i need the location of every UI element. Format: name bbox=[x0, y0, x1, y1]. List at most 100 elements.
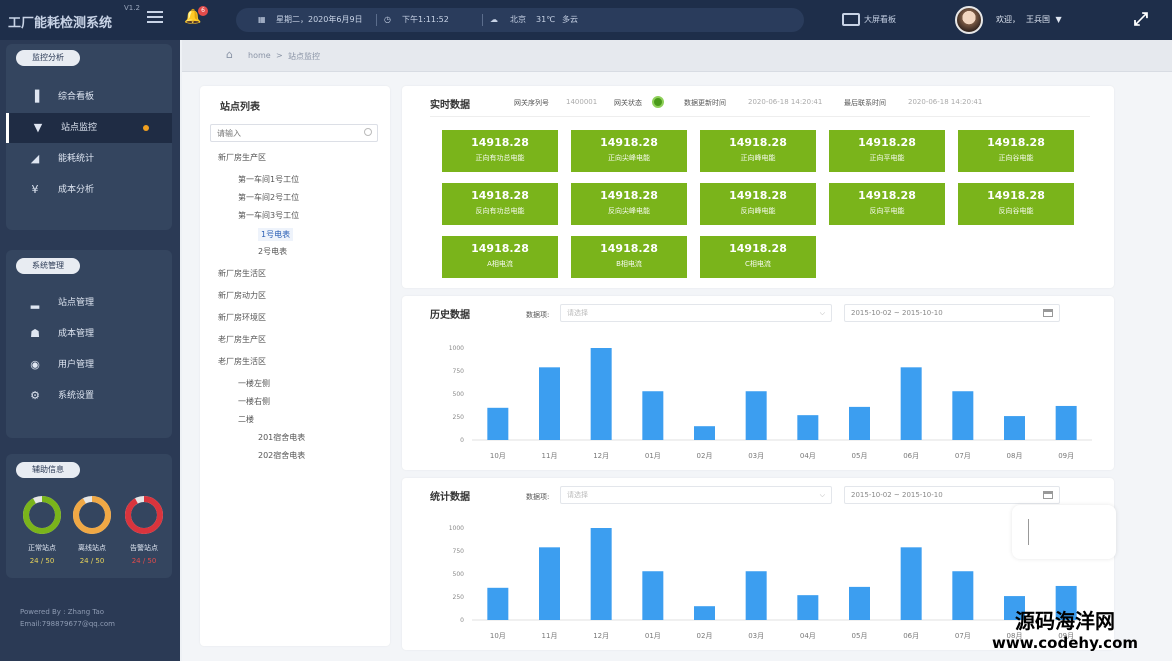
y-tick-label: 1000 bbox=[449, 525, 464, 532]
chart-bar[interactable] bbox=[952, 571, 974, 620]
metric-tile: 14918.28 B相电流 bbox=[571, 236, 687, 278]
weather-temperature: 31℃ bbox=[536, 15, 556, 24]
chart-bar[interactable] bbox=[900, 547, 922, 620]
weather-city: 北京 bbox=[510, 15, 526, 24]
sidebar-item-3[interactable]: ◢ 能耗统计 bbox=[6, 144, 172, 174]
tile-value: 14918.28 bbox=[987, 136, 1045, 149]
home-icon[interactable]: ⌂ bbox=[226, 48, 233, 61]
sidebar-item-label: 站点监控 bbox=[61, 123, 98, 133]
chart-bar[interactable] bbox=[900, 367, 922, 440]
chart-bar[interactable] bbox=[694, 426, 715, 440]
tree-node[interactable]: 第一车间1号工位 bbox=[238, 175, 300, 184]
history-title: 历史数据 bbox=[430, 310, 470, 321]
y-tick-label: 1000 bbox=[449, 345, 464, 352]
chart-bar[interactable] bbox=[849, 406, 870, 440]
realtime-panel: 实时数据 网关序列号 1400001 网关状态 数据更新时间 2020-06-1… bbox=[402, 86, 1114, 288]
chart-bar[interactable] bbox=[849, 586, 870, 620]
chart-bar[interactable] bbox=[1004, 596, 1025, 620]
menu-toggle-icon[interactable] bbox=[147, 11, 163, 25]
fullscreen-icon[interactable]: ⤢ bbox=[1133, 9, 1149, 30]
chart-bar[interactable] bbox=[539, 547, 560, 620]
monitor-icon bbox=[842, 13, 860, 26]
sidebar-item-1[interactable]: ▐ 综合看板 bbox=[6, 82, 172, 112]
tree-node[interactable]: 第一车间3号工位 bbox=[238, 211, 300, 220]
chart-bar[interactable] bbox=[590, 348, 612, 440]
tree-node[interactable]: 新厂房生产区 bbox=[218, 153, 266, 162]
chart-bar[interactable] bbox=[745, 391, 767, 440]
x-tick-label: 09月 bbox=[1058, 452, 1074, 460]
tree-node[interactable]: 201宿舍电表 bbox=[258, 433, 306, 442]
sidebar-item-4[interactable]: ¥ 成本分析 bbox=[6, 175, 172, 205]
bar-chart-icon: ▐ bbox=[30, 90, 40, 103]
history-data-item-select[interactable]: 请选择 ⌵ bbox=[560, 304, 832, 322]
avatar[interactable] bbox=[955, 6, 983, 34]
sidebar-item-3[interactable]: ◉ 用户管理 bbox=[6, 350, 172, 380]
tree-node[interactable]: 第一车间2号工位 bbox=[238, 193, 300, 202]
app-title: 工厂能耗检测系统 bbox=[8, 16, 113, 31]
tree-node[interactable]: 一楼右侧 bbox=[238, 397, 270, 406]
metric-tile: 14918.28 反向尖峰电能 bbox=[571, 183, 687, 225]
ring-label: 离线站点 bbox=[78, 544, 106, 552]
chart-bar[interactable] bbox=[1004, 416, 1025, 440]
x-tick-label: 12月 bbox=[593, 452, 609, 460]
chart-bar[interactable] bbox=[694, 606, 715, 620]
chart-bar[interactable] bbox=[642, 391, 664, 440]
chart-bar[interactable] bbox=[487, 407, 509, 440]
stats-date-range[interactable]: 2015-10-02 ~ 2015-10-10 bbox=[844, 486, 1060, 504]
chart-bar[interactable] bbox=[1055, 585, 1077, 620]
y-tick-label: 0 bbox=[460, 617, 464, 624]
ring-count: 24 / 50 bbox=[79, 557, 105, 565]
user-menu[interactable]: 欢迎， 王兵国 ▼ bbox=[996, 14, 1062, 25]
sidebar-item-2[interactable]: ▼ 站点监控 bbox=[6, 113, 172, 143]
tree-node[interactable]: 1号电表 bbox=[258, 228, 294, 241]
chart-bar[interactable] bbox=[952, 391, 974, 440]
chart-bar[interactable] bbox=[745, 571, 767, 620]
y-tick-label: 750 bbox=[453, 548, 465, 555]
bell-icon[interactable]: 🔔 bbox=[184, 9, 202, 25]
chart-bar[interactable] bbox=[1055, 405, 1077, 440]
tree-node[interactable]: 2号电表 bbox=[258, 247, 288, 256]
monitor-panel: 监控分析 ▐ 综合看板 ▼ 站点监控 ◢ 能耗统计 ¥ 成本分析 bbox=[6, 44, 172, 230]
y-tick-label: 500 bbox=[453, 391, 465, 398]
tree-node[interactable]: 一楼左侧 bbox=[238, 379, 270, 388]
tree-node[interactable]: 202宿舍电表 bbox=[258, 451, 306, 460]
breadcrumb-home[interactable]: home bbox=[248, 51, 271, 60]
gateway-status-label: 网关状态 bbox=[614, 99, 642, 107]
update-time-label: 数据更新时间 bbox=[684, 99, 726, 107]
clock-icon: ◷ bbox=[384, 15, 391, 24]
chart-bar[interactable] bbox=[539, 367, 560, 440]
last-contact-label: 最后联系时间 bbox=[844, 99, 886, 107]
x-tick-label: 02月 bbox=[697, 632, 713, 640]
sidebar-item-label: 成本分析 bbox=[58, 185, 95, 195]
username: 王兵国 bbox=[1026, 15, 1050, 24]
status-ring-2: 离线站点 24 / 50 bbox=[70, 494, 114, 565]
chart-bar[interactable] bbox=[487, 587, 509, 620]
tree-node[interactable]: 新厂房动力区 bbox=[218, 291, 266, 300]
floating-widget[interactable] bbox=[1012, 505, 1116, 559]
sidebar-item-1[interactable]: ▂ 站点管理 bbox=[6, 288, 172, 318]
tree-node[interactable]: 二楼 bbox=[238, 415, 254, 424]
aux-panel: 辅助信息 正常站点 24 / 50 离线站点 24 / 50 告警站点 24 / 50 bbox=[6, 454, 172, 578]
gear-icon: ⚙ bbox=[30, 389, 40, 402]
history-date-range[interactable]: 2015-10-02 ~ 2015-10-10 bbox=[844, 304, 1060, 322]
tree-node[interactable]: 新厂房环境区 bbox=[218, 313, 266, 322]
chart-bar[interactable] bbox=[590, 528, 612, 620]
big-screen-button[interactable]: 大屏看板 bbox=[842, 10, 896, 30]
stats-data-item-select[interactable]: 请选择 ⌵ bbox=[560, 486, 832, 504]
metric-tile: 14918.28 A相电流 bbox=[442, 236, 558, 278]
metric-tile: 14918.28 反向峰电能 bbox=[700, 183, 816, 225]
tree-node[interactable]: 新厂房生活区 bbox=[218, 269, 266, 278]
tree-node[interactable]: 老厂房生产区 bbox=[218, 335, 266, 344]
tile-label: 反向谷电能 bbox=[998, 207, 1034, 215]
tile-value: 14918.28 bbox=[729, 136, 787, 149]
tree-node[interactable]: 老厂房生活区 bbox=[218, 357, 266, 366]
tree-search-input[interactable] bbox=[210, 124, 378, 142]
x-tick-label: 09月 bbox=[1058, 632, 1074, 640]
chart-bar[interactable] bbox=[797, 595, 819, 620]
chart-bar[interactable] bbox=[642, 571, 664, 620]
chart-bar[interactable] bbox=[797, 415, 819, 440]
sidebar-item-2[interactable]: ☗ 成本管理 bbox=[6, 319, 172, 349]
sidebar-item-4[interactable]: ⚙ 系统设置 bbox=[6, 381, 172, 411]
tile-value: 14918.28 bbox=[729, 189, 787, 202]
